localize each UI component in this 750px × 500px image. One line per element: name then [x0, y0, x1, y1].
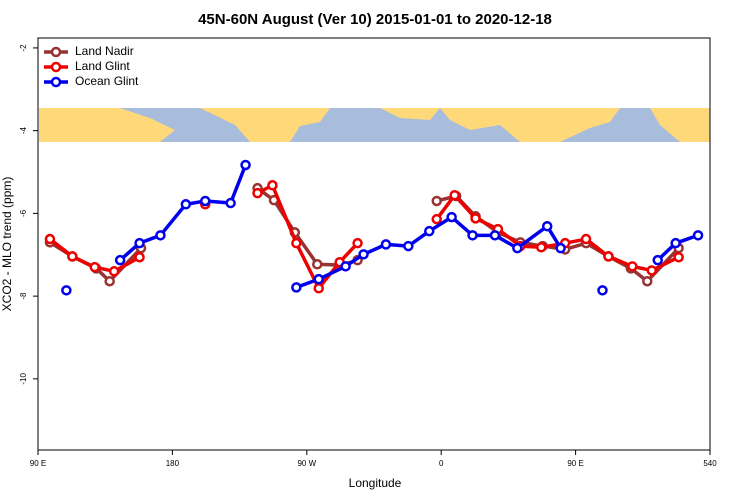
point [89, 261, 100, 273]
y-tick-label: -6 [19, 209, 28, 217]
point [670, 237, 681, 249]
y-tick-label: -4 [19, 127, 28, 135]
point [134, 251, 145, 263]
point [642, 275, 653, 287]
point [108, 266, 120, 277]
point [291, 237, 302, 249]
y-tick-label: -10 [19, 373, 28, 385]
point [180, 199, 192, 210]
chart-title: 45N-60N August (Ver 10) 2015-01-01 to 20… [198, 11, 552, 28]
point [291, 282, 302, 293]
point [252, 187, 263, 199]
point [431, 213, 442, 225]
point [104, 275, 115, 287]
land [39, 108, 710, 142]
point [652, 254, 663, 266]
point [673, 251, 684, 263]
point [340, 261, 351, 272]
point [449, 189, 460, 201]
point [358, 249, 369, 260]
point [627, 261, 638, 272]
y-tick-label: -2 [19, 44, 28, 52]
point [134, 237, 145, 249]
point [380, 239, 392, 250]
point [424, 225, 435, 237]
point [541, 220, 553, 232]
x-tick-label: 540 [703, 459, 717, 468]
point [536, 242, 547, 253]
map-band [39, 108, 710, 142]
legend-label: Ocean Glint [75, 74, 139, 88]
plot-frame [37, 37, 711, 451]
legend-label: Land Nadir [75, 44, 134, 58]
point [61, 285, 72, 296]
point [67, 251, 78, 262]
point [470, 213, 481, 224]
legend-marker [50, 46, 62, 58]
point [555, 242, 566, 254]
x-axis-label: Longitude [349, 476, 402, 490]
legend-label: Land Glint [75, 59, 130, 73]
point [467, 230, 478, 241]
x-tick-label: 90 W [297, 459, 316, 468]
point [44, 233, 56, 245]
point [431, 195, 442, 207]
x-tick-label: 180 [166, 459, 180, 468]
point [446, 211, 457, 223]
y-axis-label: XCO2 - MLO trend (ppm) [0, 177, 14, 312]
point [155, 230, 166, 241]
point [352, 237, 363, 249]
point [692, 230, 704, 241]
point [597, 285, 608, 296]
point [225, 197, 236, 209]
point [580, 233, 592, 245]
point [313, 273, 324, 285]
x-tick-label: 90 E [30, 459, 46, 468]
point [200, 195, 211, 207]
x-tick-label: 90 E [567, 459, 583, 468]
x-tick-label: 0 [439, 459, 444, 468]
point [403, 240, 414, 252]
point [267, 180, 278, 191]
point [489, 230, 501, 241]
point [240, 159, 251, 171]
point [603, 251, 614, 262]
legend-marker [50, 76, 62, 88]
point [512, 242, 523, 254]
point [312, 259, 323, 270]
legend-marker [50, 61, 62, 73]
point [646, 265, 658, 276]
point [313, 283, 324, 294]
point [114, 254, 126, 266]
y-tick-label: -8 [19, 292, 28, 300]
